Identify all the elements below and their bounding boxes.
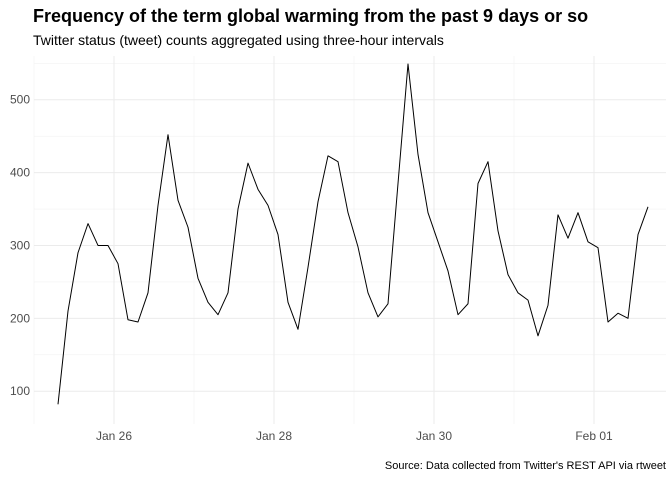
y-tick-label: 300 — [10, 238, 30, 252]
x-axis: Jan 26 Jan 28 Jan 30 Feb 01 — [96, 429, 613, 443]
series-line — [57, 63, 649, 405]
minor-grid — [33, 56, 666, 424]
x-tick-label: Jan 28 — [256, 429, 292, 443]
series-group — [57, 63, 649, 405]
x-tick-label: Jan 26 — [96, 429, 132, 443]
x-tick-label: Feb 01 — [575, 429, 613, 443]
y-tick-label: 100 — [10, 384, 30, 398]
y-tick-label: 500 — [10, 93, 30, 107]
y-axis: 100 200 300 400 500 — [10, 93, 30, 398]
x-tick-label: Jan 30 — [416, 429, 452, 443]
chart-subtitle: Twitter status (tweet) counts aggregated… — [33, 32, 444, 48]
chart-caption: Source: Data collected from Twitter's RE… — [384, 460, 666, 472]
major-grid — [34, 56, 666, 424]
y-tick-label: 200 — [10, 311, 30, 325]
chart-title: Frequency of the term global warming fro… — [33, 6, 589, 26]
y-tick-label: 400 — [10, 166, 30, 180]
